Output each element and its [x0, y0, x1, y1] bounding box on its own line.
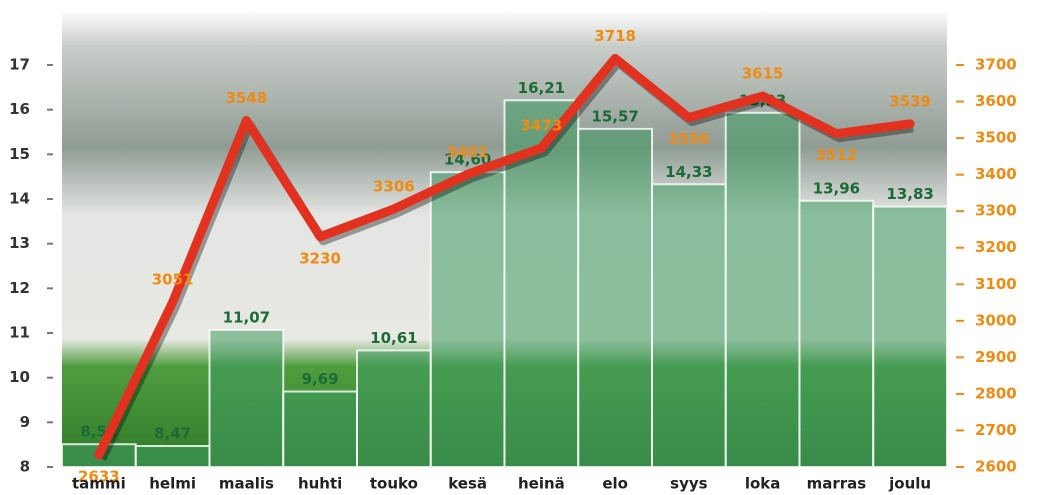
x-tick-label: loka — [745, 475, 781, 493]
y-tick-label: 12 — [9, 279, 30, 297]
bar-value-label: 16,21 — [518, 79, 565, 97]
bar-value-label: 15,57 — [591, 107, 638, 125]
bar-value-label: 10,61 — [370, 329, 417, 347]
line-value-label: 3548 — [226, 89, 268, 107]
bar-value-label: 8,47 — [154, 425, 191, 443]
y2-tick-label: 3500 — [975, 129, 1017, 147]
bar — [872, 205, 948, 469]
x-tick-label: tammi — [72, 475, 126, 493]
x-tick-label: marras — [807, 475, 867, 493]
y2-tick-label: 2600 — [975, 458, 1017, 476]
y2-tick-label: 2900 — [975, 348, 1017, 366]
y-tick-label: 10 — [9, 368, 30, 386]
x-tick-label: kesä — [448, 475, 487, 493]
bar — [134, 445, 211, 468]
y-tick-label: 11 — [9, 324, 30, 342]
bar-value-label: 14,60 — [444, 151, 491, 169]
bar-value-label: 9,69 — [302, 370, 339, 388]
y2-tick-label: 3200 — [975, 238, 1017, 256]
x-tick-label: maalis — [219, 475, 274, 493]
x-tick-label: touko — [370, 475, 418, 493]
y2-tick-label: 3100 — [975, 275, 1017, 293]
line-value-label: 3615 — [742, 65, 784, 83]
bar-value-label: 13,96 — [813, 179, 860, 197]
line-value-label: 3401 — [447, 143, 489, 161]
x-tick-label: huhti — [298, 475, 342, 493]
line-value-label: 3556 — [668, 130, 710, 148]
bar-value-label: 14,33 — [665, 163, 712, 181]
x-tick-label: heinä — [518, 475, 565, 493]
y2-tick-label: 3400 — [975, 165, 1017, 183]
y2-tick-label: 3700 — [975, 56, 1017, 74]
x-tick-label: joulu — [888, 475, 931, 493]
bar — [429, 171, 506, 468]
bar — [577, 127, 653, 469]
y-tick-label: 13 — [9, 234, 30, 252]
y-tick-label: 8 — [20, 458, 30, 476]
bar — [651, 183, 727, 468]
line — [94, 53, 915, 460]
line-value-label: 3718 — [594, 27, 636, 45]
bar — [282, 390, 358, 468]
x-tick-label: elo — [602, 475, 628, 493]
line-value-label: 2633 — [78, 467, 120, 485]
y-tick-label: 17 — [9, 56, 30, 74]
x-tick-label: helmi — [149, 475, 196, 493]
y-tick-label: 16 — [9, 100, 30, 118]
bar — [356, 349, 432, 469]
line-value-label: 3230 — [299, 249, 341, 267]
line-value-label: 3473 — [521, 116, 563, 134]
y2-tick-label: 3300 — [975, 202, 1017, 220]
line-value-label: 3539 — [889, 92, 931, 110]
y2-tick-label: 2700 — [975, 421, 1017, 439]
y-tick-label: 14 — [9, 190, 30, 208]
bar — [798, 199, 875, 469]
y-tick-label: 9 — [20, 413, 30, 431]
line-value-label: 3512 — [816, 146, 858, 164]
bar-value-label: 13,83 — [886, 185, 933, 203]
x-tick-label: syys — [670, 475, 707, 493]
line-value-label: 3051 — [152, 271, 194, 289]
bar-value-label: 11,07 — [223, 308, 270, 326]
bar — [208, 328, 285, 468]
y-tick-label: 15 — [9, 145, 30, 163]
y2-tick-label: 3000 — [975, 311, 1017, 329]
y2-tick-label: 3600 — [975, 92, 1017, 110]
line-value-label: 3306 — [373, 177, 415, 195]
bar — [724, 111, 801, 468]
y2-tick-label: 2800 — [975, 384, 1017, 402]
